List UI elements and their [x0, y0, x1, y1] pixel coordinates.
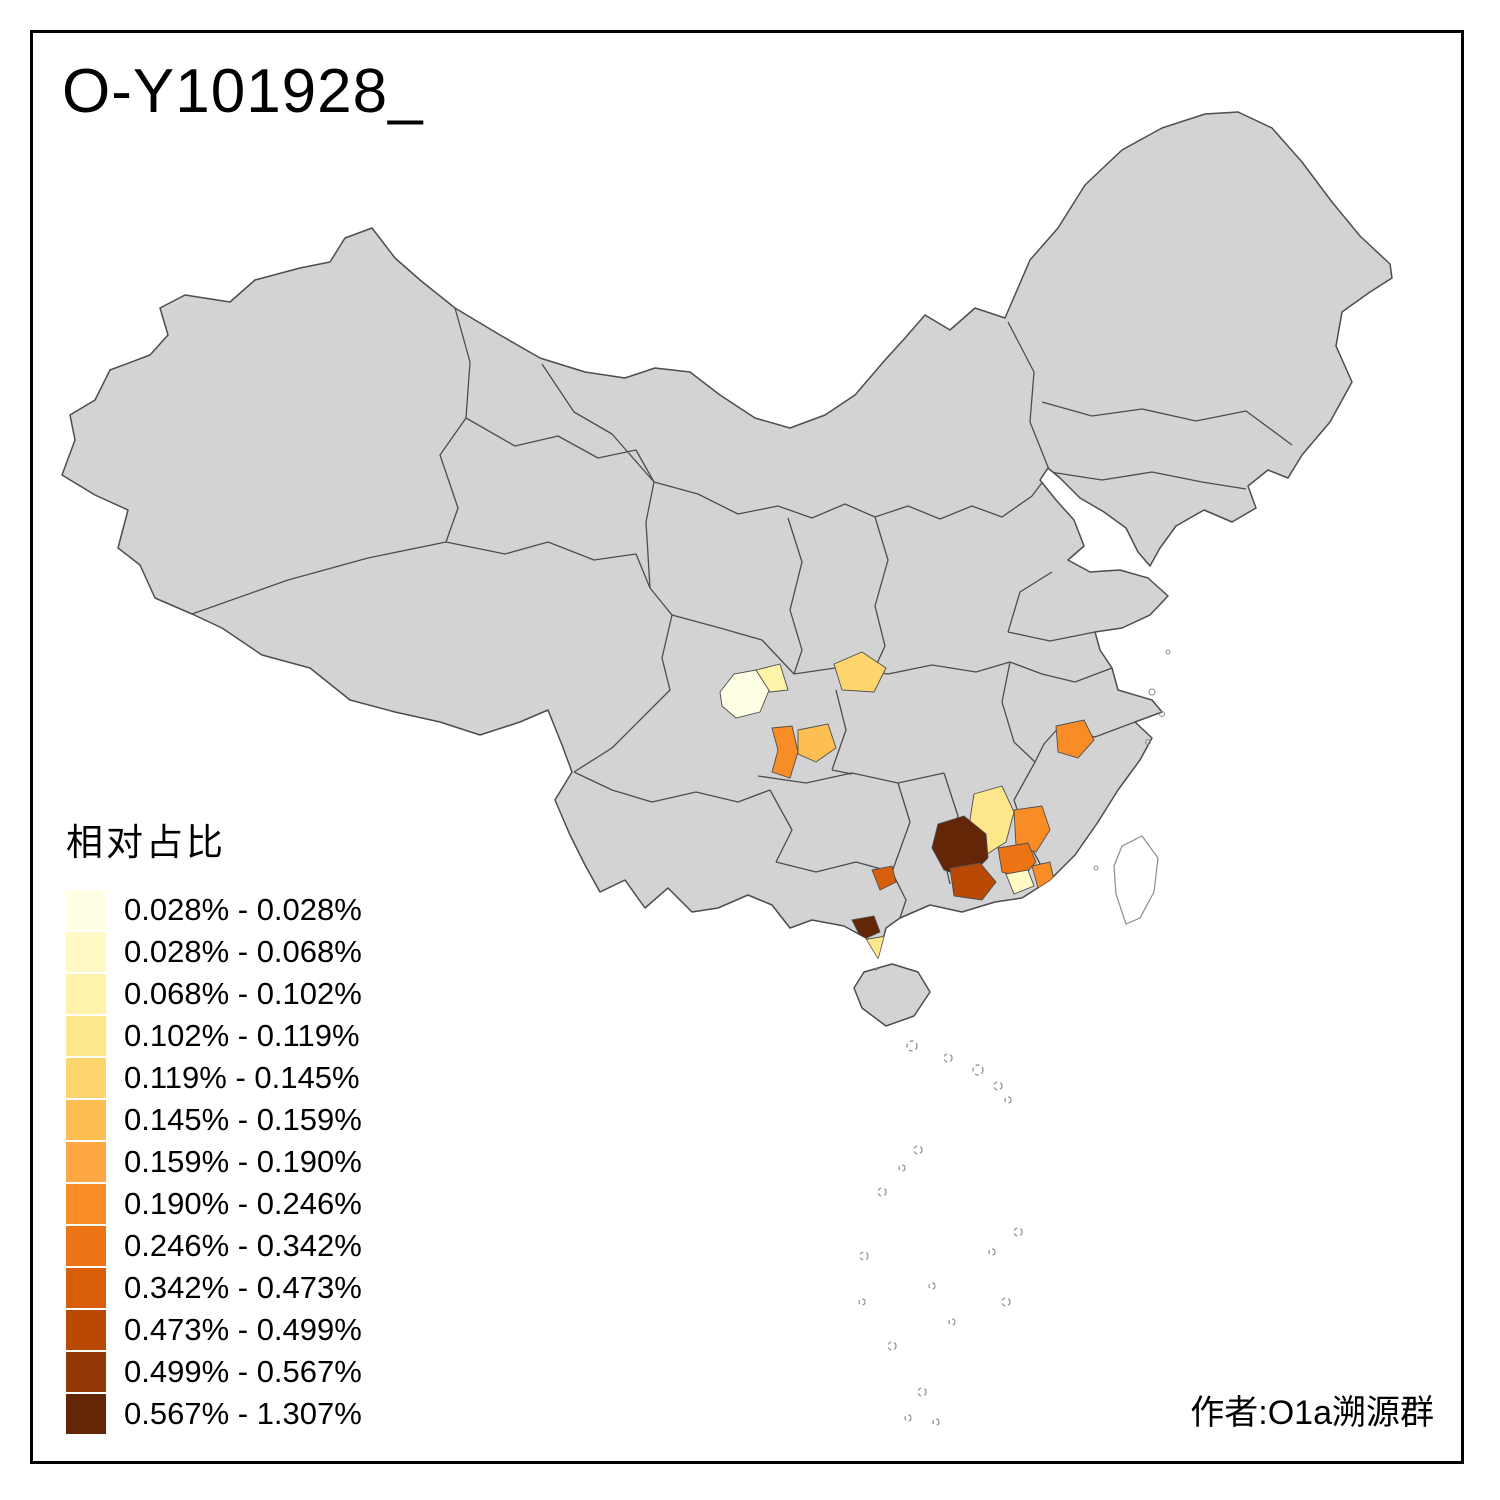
legend-item: 0.028% - 0.068%: [66, 932, 362, 972]
legend-swatch: [66, 932, 106, 972]
map-region-foshan-jiangmen: [949, 862, 997, 901]
legend-item: 0.028% - 0.028%: [66, 890, 362, 930]
legend-swatch: [66, 890, 106, 930]
colored-regions: [719, 651, 1095, 971]
legend-item: 0.246% - 0.342%: [66, 1226, 362, 1266]
legend-item: 0.102% - 0.119%: [66, 1016, 362, 1056]
legend-swatch: [66, 1016, 106, 1056]
legend-item: 0.567% - 1.307%: [66, 1394, 362, 1434]
legend-swatch: [66, 1142, 106, 1182]
legend-item: 0.145% - 0.159%: [66, 1100, 362, 1140]
legend-swatch: [66, 1310, 106, 1350]
map-region-northeast-sichuan: [833, 651, 887, 693]
map-region-wuzhou: [871, 865, 897, 891]
legend-item: 0.159% - 0.190%: [66, 1142, 362, 1182]
map-region-huizhou: [997, 842, 1037, 879]
map-region-chaoshan-coast: [1005, 869, 1035, 895]
legend-title: 相对占比: [66, 822, 226, 863]
attribution: 作者:O1a溯源群: [1190, 1394, 1434, 1432]
legend-swatch: [66, 1352, 106, 1392]
legend-item-label: 0.342% - 0.473%: [124, 1270, 362, 1305]
map-region-chengdu-area: [719, 669, 771, 719]
plot-border: [30, 30, 1464, 1464]
legend-item: 0.499% - 0.567%: [66, 1352, 362, 1392]
legend-item-label: 0.068% - 0.102%: [124, 976, 362, 1011]
map-region-chongqing-west: [771, 725, 799, 779]
legend-item-label: 0.473% - 0.499%: [124, 1312, 362, 1347]
legend-swatch: [66, 1268, 106, 1308]
plot-title: O-Y101928_: [62, 57, 424, 126]
legend-item-label: 0.159% - 0.190%: [124, 1144, 362, 1179]
map-region-central-fujian: [1055, 719, 1095, 759]
legend-item: 0.119% - 0.145%: [66, 1058, 362, 1098]
legend-item: 0.190% - 0.246%: [66, 1184, 362, 1224]
map-region-heyuan: [1013, 805, 1051, 853]
legend-item-label: 0.119% - 0.145%: [124, 1060, 360, 1095]
legend: 相对占比 0.028% - 0.028% 0.028% - 0.068% 0.0…: [66, 812, 362, 1436]
legend-item: 0.342% - 0.473%: [66, 1268, 362, 1308]
south-china-sea-islands: [858, 1040, 1023, 1426]
legend-item: 0.473% - 0.499%: [66, 1310, 362, 1350]
legend-swatch: [66, 1100, 106, 1140]
legend-item-label: 0.028% - 0.068%: [124, 934, 362, 969]
legend-swatch: [66, 974, 106, 1014]
legend-swatch: [66, 1058, 106, 1098]
legend-item-label: 0.246% - 0.342%: [124, 1228, 362, 1263]
legend-swatch: [66, 1226, 106, 1266]
map-region-chengdu-east: [755, 663, 789, 693]
map-region-zhanjiang: [851, 915, 881, 941]
legend-item: 0.068% - 0.102%: [66, 974, 362, 1014]
legend-swatch: [66, 1184, 106, 1224]
hainan-island: [853, 963, 931, 1027]
coastal-islets: [1093, 649, 1171, 871]
legend-swatch: [66, 1394, 106, 1434]
legend-item-label: 0.102% - 0.119%: [124, 1018, 360, 1053]
legend-item-label: 0.499% - 0.567%: [124, 1354, 362, 1389]
legend-item-label: 0.028% - 0.028%: [124, 892, 362, 927]
legend-item-label: 0.190% - 0.246%: [124, 1186, 362, 1221]
taiwan-outline: [1113, 835, 1159, 925]
legend-item-label: 0.145% - 0.159%: [124, 1102, 362, 1137]
legend-item-label: 0.567% - 1.307%: [124, 1396, 362, 1431]
